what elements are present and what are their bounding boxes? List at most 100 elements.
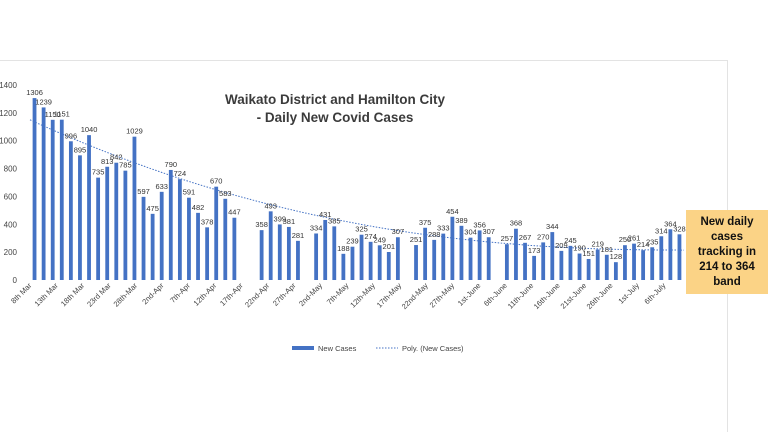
data-label: 583 xyxy=(219,189,232,198)
data-label: 364 xyxy=(664,219,677,228)
bar xyxy=(141,196,146,280)
bar xyxy=(368,241,373,280)
bar xyxy=(205,227,210,280)
data-label: 188 xyxy=(337,244,350,253)
legend: New Cases Poly. (New Cases) xyxy=(292,344,464,353)
bar xyxy=(604,254,609,280)
bar xyxy=(504,244,509,280)
data-label: 1306 xyxy=(26,88,43,97)
x-tick-label: 7th-Apr xyxy=(168,281,192,305)
data-label: 724 xyxy=(174,169,187,178)
bar xyxy=(386,252,391,280)
data-label: 209 xyxy=(555,241,568,250)
bar xyxy=(214,186,219,280)
bar xyxy=(296,240,300,280)
y-tick-label: 1200 xyxy=(0,109,18,118)
x-tick-label: 2nd-May xyxy=(297,281,324,308)
data-label: 996 xyxy=(65,131,78,140)
data-label: 431 xyxy=(319,210,332,219)
data-label: 670 xyxy=(210,177,223,186)
data-label: 190 xyxy=(573,244,586,253)
data-label: 1040 xyxy=(81,125,98,134)
data-label: 219 xyxy=(591,240,604,249)
legend-label-trendline: Poly. (New Cases) xyxy=(402,344,464,353)
x-tick-label: 11th-June xyxy=(506,281,536,311)
bar xyxy=(187,197,191,280)
data-label: 270 xyxy=(537,232,550,241)
data-label: 1239 xyxy=(35,97,52,106)
data-label: 475 xyxy=(146,204,159,213)
data-label: 251 xyxy=(410,235,423,244)
data-label: 333 xyxy=(437,224,450,233)
bar xyxy=(395,237,400,280)
bar xyxy=(232,217,237,280)
data-label: 214 xyxy=(637,240,650,249)
data-label: 381 xyxy=(283,217,296,226)
y-tick-label: 1400 xyxy=(0,81,18,90)
bar xyxy=(577,253,582,280)
x-tick-label: 1st-July xyxy=(616,281,641,306)
data-label: 493 xyxy=(264,201,277,210)
bar xyxy=(613,262,618,280)
bar xyxy=(641,250,646,280)
data-label: 307 xyxy=(392,227,405,236)
data-label: 385 xyxy=(328,216,341,225)
data-label: 597 xyxy=(137,187,150,196)
bar xyxy=(423,227,428,280)
data-label: 239 xyxy=(346,237,359,246)
bar xyxy=(595,249,600,280)
bar xyxy=(268,211,273,280)
bar xyxy=(514,228,518,280)
chart-title-line1: Waikato District and Hamilton City xyxy=(225,92,446,107)
x-tick-label: 27th-May xyxy=(428,281,457,310)
data-label: 813 xyxy=(101,157,114,166)
data-label: 128 xyxy=(610,252,623,261)
x-tick-label: 23rd Mar xyxy=(85,281,113,309)
bar xyxy=(196,212,200,280)
y-axis: 0 200 400 600 800 1000 1200 1400 xyxy=(0,81,18,285)
data-label: 785 xyxy=(119,161,132,170)
data-label: 334 xyxy=(310,223,323,232)
bar-series xyxy=(32,98,682,281)
data-label: 201 xyxy=(383,242,396,251)
bar xyxy=(632,243,636,280)
legend-swatch-new-cases xyxy=(292,346,314,350)
data-label: 1151 xyxy=(54,110,70,119)
bar xyxy=(78,155,82,280)
bar xyxy=(468,237,473,280)
x-tick-label: 27th-Apr xyxy=(271,281,298,308)
bar xyxy=(114,162,119,280)
bar xyxy=(541,242,546,280)
bar xyxy=(668,229,673,280)
data-label: 735 xyxy=(92,168,105,177)
data-label: 633 xyxy=(155,182,168,191)
data-label: 250 xyxy=(619,235,632,244)
x-tick-label: 28th-Mar xyxy=(112,281,140,309)
bar xyxy=(432,239,437,280)
y-tick-label: 600 xyxy=(4,192,18,201)
data-label: 454 xyxy=(446,207,459,216)
bar xyxy=(341,253,346,280)
data-label: 235 xyxy=(646,237,659,246)
bar xyxy=(377,245,382,280)
bar xyxy=(650,247,655,280)
data-label: 307 xyxy=(482,227,495,236)
data-label: 378 xyxy=(201,217,214,226)
bar xyxy=(168,169,173,280)
bar xyxy=(159,191,164,280)
bar xyxy=(586,258,591,280)
bar xyxy=(150,213,155,280)
y-tick-label: 400 xyxy=(4,220,18,229)
y-tick-label: 1000 xyxy=(0,137,18,146)
bar xyxy=(87,135,91,280)
bar xyxy=(132,136,137,280)
callout-box: New daily cases tracking in 214 to 364 b… xyxy=(686,210,768,294)
bar xyxy=(105,166,110,280)
bar xyxy=(486,237,491,280)
x-tick-label: 7th-May xyxy=(325,281,351,307)
bar xyxy=(323,219,328,280)
bar xyxy=(450,216,455,280)
data-label: 249 xyxy=(373,235,386,244)
